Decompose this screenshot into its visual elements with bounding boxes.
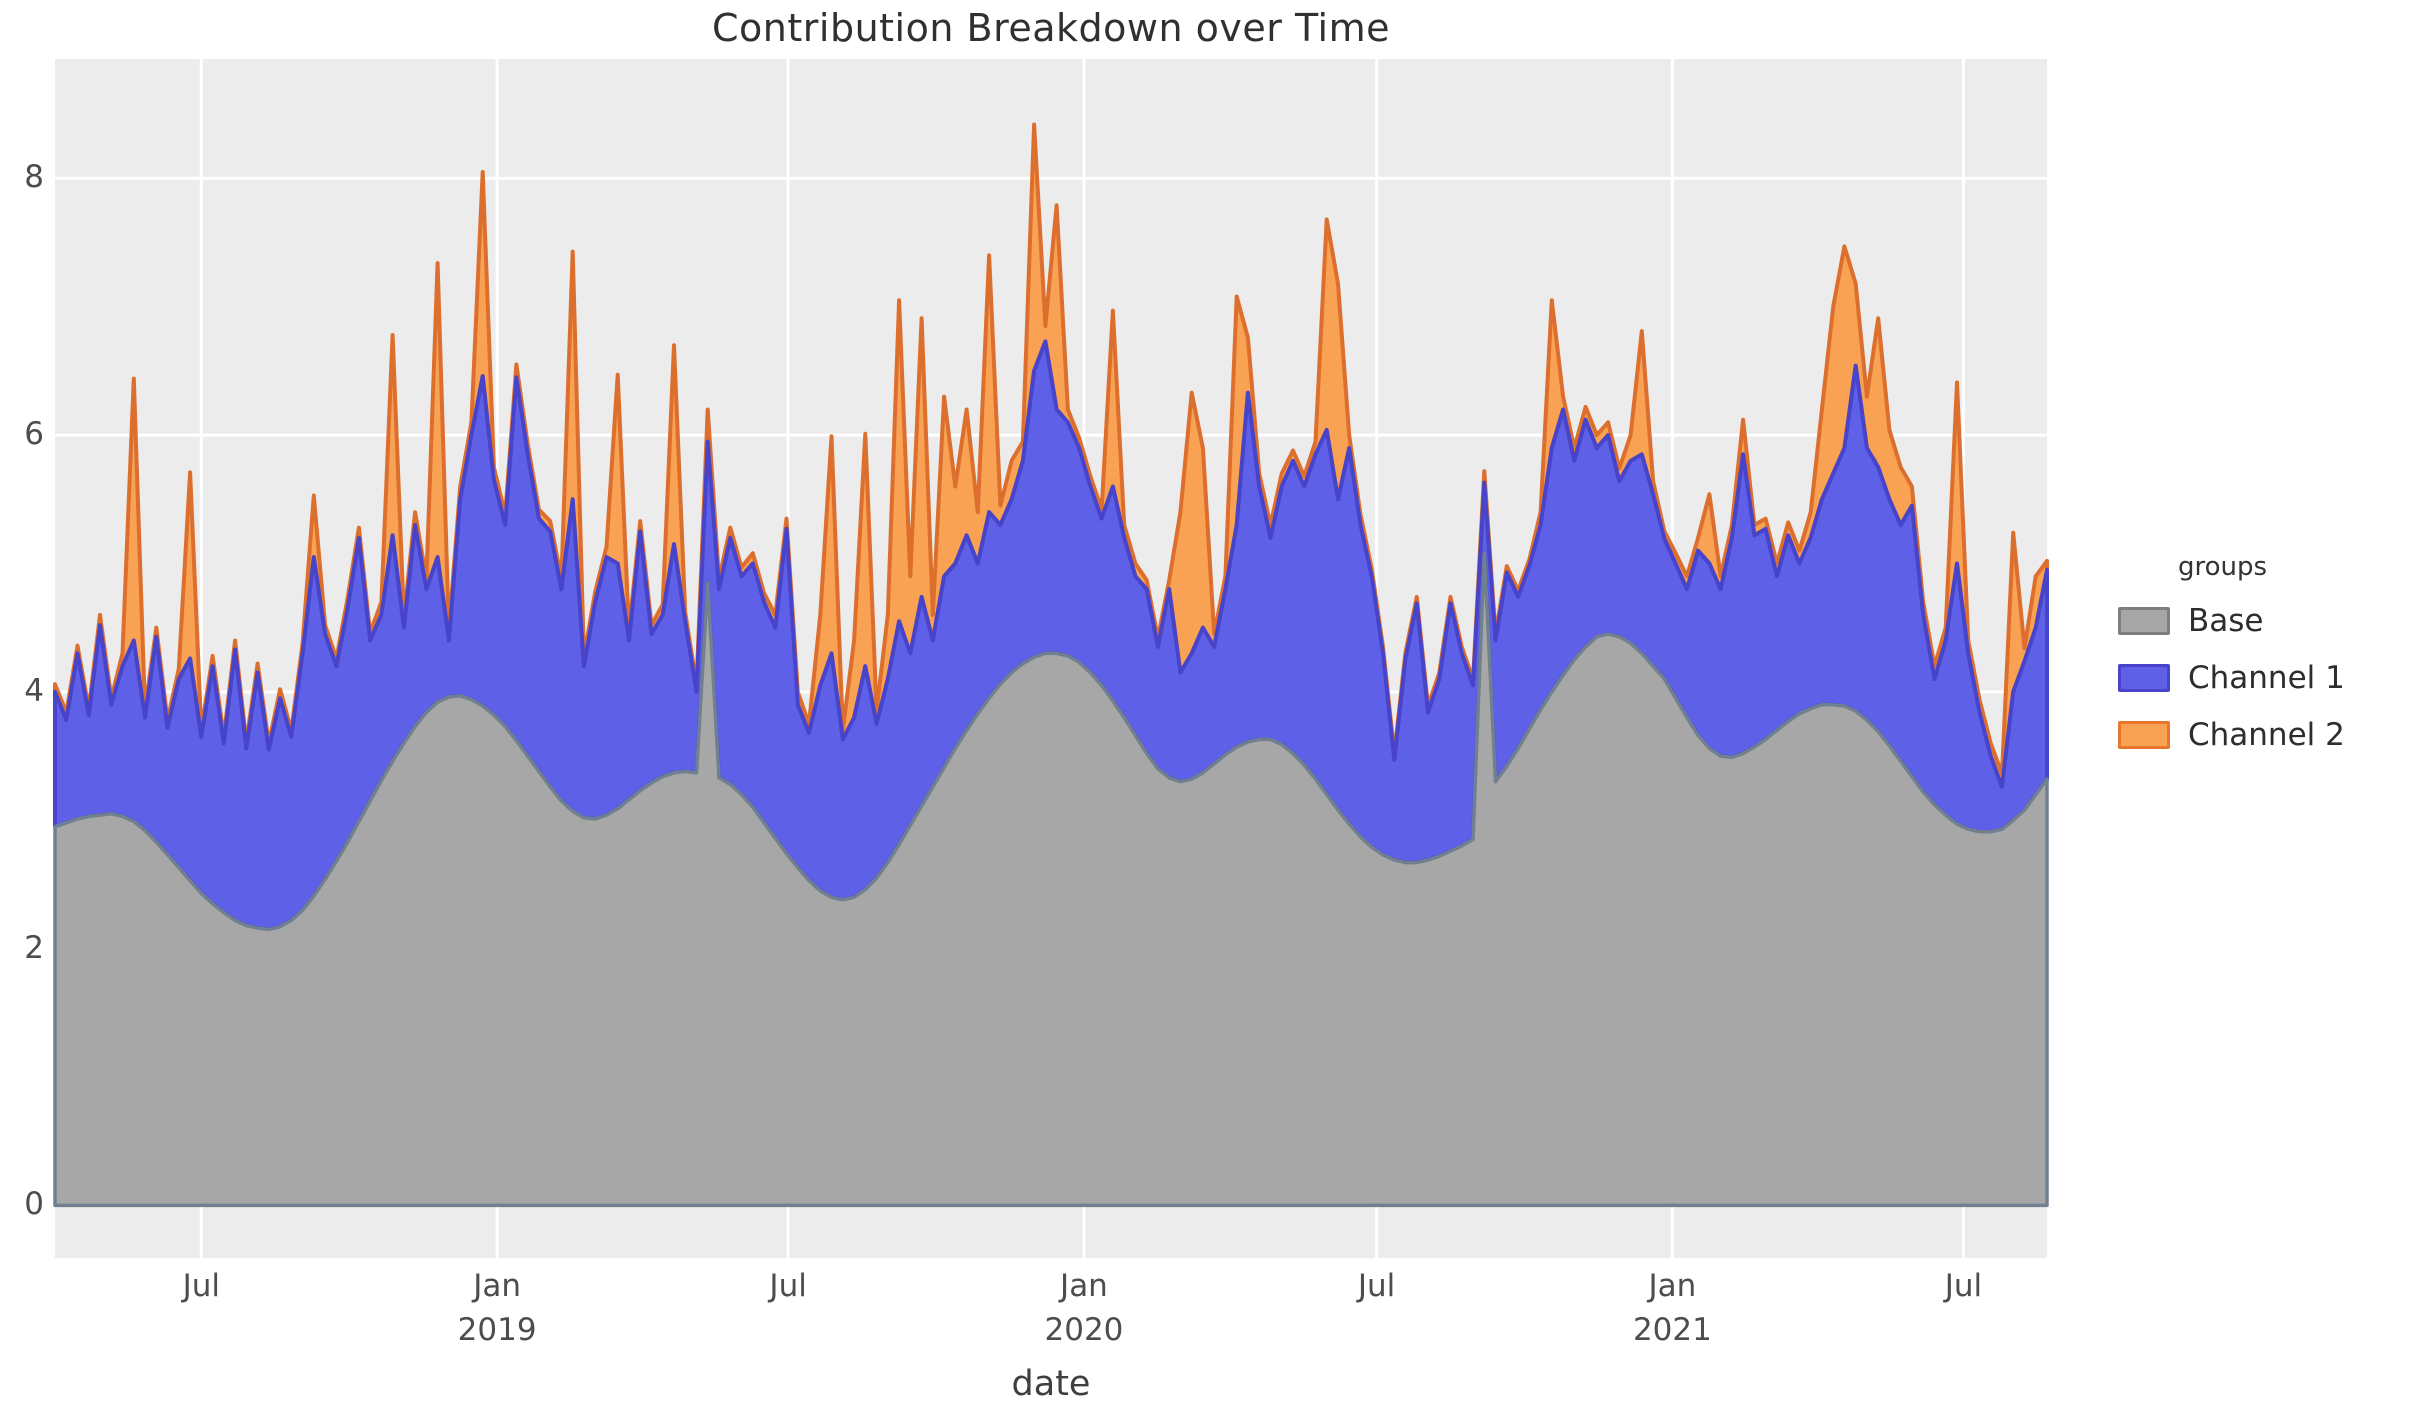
y-tick-label: 6 (24, 416, 44, 453)
channel-1-swatch-icon (2118, 664, 2170, 692)
x-tick-year-label: 2020 (1044, 1312, 1124, 1348)
x-tick-label: Jul (1357, 1268, 1396, 1304)
x-tick-year-label: 2019 (457, 1312, 537, 1348)
x-tick-label: Jul (769, 1268, 807, 1304)
legend-title: groups (2178, 552, 2268, 582)
channel-2-swatch-icon (2118, 721, 2170, 749)
x-axis-title: date (1011, 1364, 1091, 1404)
y-tick-label: 2 (24, 929, 44, 966)
x-tick-label: Jul (1944, 1268, 1983, 1304)
legend-item-channel-1: Channel 1 (2118, 660, 2345, 696)
legend-label-channel-2: Channel 2 (2188, 717, 2345, 753)
x-tick-label: Jan (473, 1268, 522, 1304)
x-tick-label: Jan (1648, 1268, 1697, 1304)
legend-label-base: Base (2188, 603, 2264, 639)
legend: groups Base Channel 1 Channel 2 (2118, 552, 2345, 753)
legend-item-base: Base (2118, 603, 2345, 639)
x-tick-label: Jul (182, 1268, 220, 1304)
legend-label-channel-1: Channel 1 (2188, 660, 2345, 696)
base-area (53, 551, 2049, 1208)
y-tick-label: 0 (24, 1186, 44, 1223)
x-tick-label: Jan (1060, 1268, 1108, 1304)
y-tick-label: 8 (24, 159, 44, 196)
base-swatch-icon (2118, 607, 2170, 635)
x-tick-year-label: 2021 (1632, 1312, 1712, 1348)
legend-item-channel-2: Channel 2 (2118, 717, 2345, 753)
chart-title: Contribution Breakdown over Time (712, 6, 1390, 50)
y-tick-label: 4 (24, 672, 44, 709)
